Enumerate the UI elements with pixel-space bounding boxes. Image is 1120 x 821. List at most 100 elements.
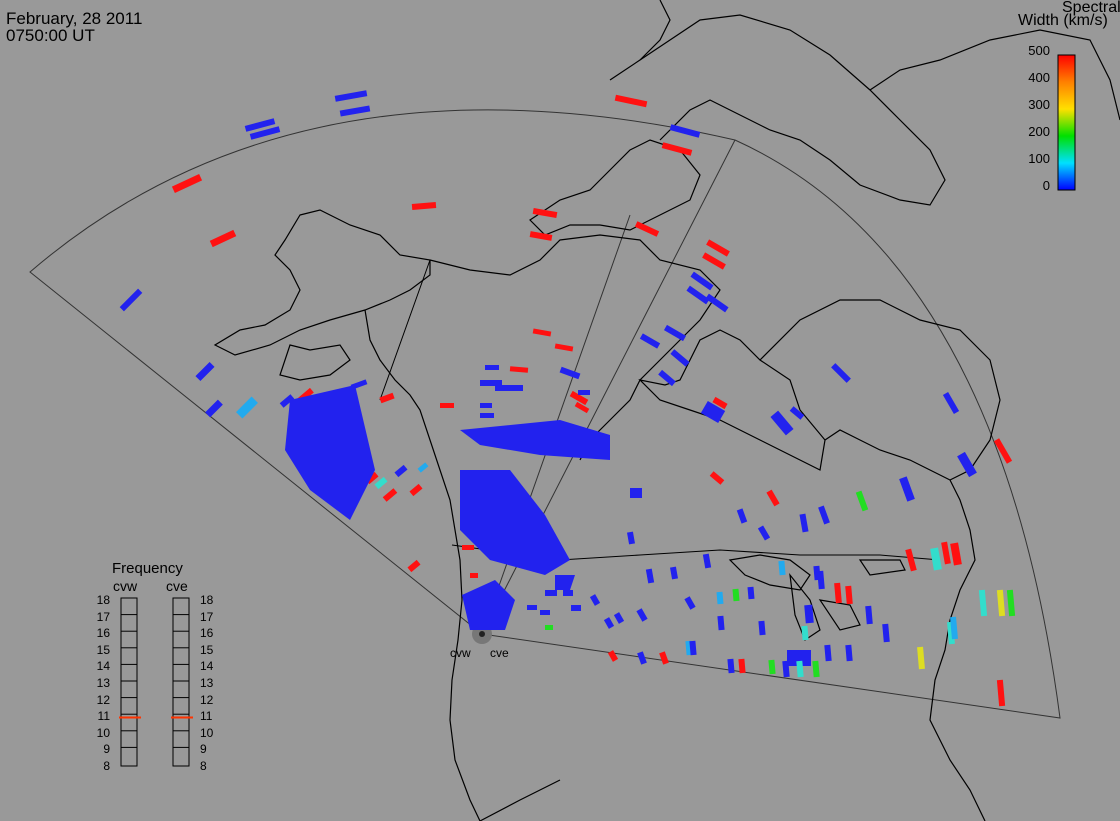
echo-cell [917,646,925,670]
echo-cell [571,605,581,611]
echo-cell [417,462,429,473]
echo-cell [209,229,237,248]
frequency-radar-cve: cve [166,578,188,594]
echo-cell [462,545,474,550]
echo-cell [661,142,693,156]
echo-cell [563,590,573,596]
frequency-level-label: 9 [103,742,110,757]
echo-region [462,580,515,630]
echo-cell [789,406,805,420]
colorbar-title: Spectral [1062,0,1120,16]
echo-cell [690,271,714,291]
echo-cell [686,285,710,305]
echo-cell [529,231,553,241]
echo-cell [770,410,794,436]
echo-cell [941,541,951,565]
echo-cell [732,588,740,602]
echo-cell [709,471,725,485]
frequency-level-label: 16 [200,626,214,641]
echo-cell [532,207,558,219]
echo-cell [485,365,499,370]
echo-cell [603,617,615,629]
echo-cell [717,615,725,631]
echo-cell [865,605,873,625]
echo-cell [279,394,295,408]
echo-cell [658,369,676,387]
echo-cell [613,612,625,624]
echo-cell [804,604,814,624]
echo-cell [545,590,557,596]
echo-cell [1006,589,1016,617]
echo-cell [379,392,395,404]
date-label: February, 28 2011 [6,9,143,28]
frequency-box [172,597,190,767]
frequency-level-label: 8 [103,759,110,773]
echo-cell [659,651,669,665]
frequency-level-label: 14 [200,659,214,674]
echo-cell [627,531,635,545]
echo-cell [738,658,746,674]
echo-cell [727,658,735,674]
frequency-level-label: 18 [200,593,214,607]
echo-cell [663,324,687,342]
echo-cell [634,221,660,237]
echo-cell [824,644,832,662]
echo-cell [480,403,492,408]
echo-cell [684,596,696,610]
echo-cell [702,553,712,569]
frequency-title: Frequency [112,560,183,577]
frequency-level-label: 13 [96,676,110,690]
colorbar-tick: 500 [1028,43,1050,58]
echo-cell [978,589,988,617]
echo-region [460,420,610,460]
echo-cell [195,361,215,382]
echo-cell [578,390,590,395]
echo-cell [574,401,590,414]
echo-cell [614,94,648,108]
echo-cell [747,586,755,600]
echo-cell [480,413,494,418]
echo-cell [630,488,642,498]
frequency-radar-cvw: cvw [113,578,138,594]
echo-cell [705,293,729,313]
echo-region [285,385,375,520]
echo-cell [818,505,830,525]
echo-cell [950,616,958,640]
echo-region [555,575,575,590]
echo-cell [374,476,388,490]
frequency-level-label: 11 [97,709,110,724]
echo-cell [782,660,790,678]
echo-cell [670,349,690,367]
echo-cell [334,90,368,102]
frequency-level-label: 18 [96,593,110,607]
echo-cell [702,252,726,270]
echo-cell [757,525,771,541]
echo-cell [119,288,143,312]
echo-cell [440,403,454,408]
echo-cell [569,390,589,406]
echo-cell [882,623,890,643]
echo-cell [470,573,478,578]
echo-cell [766,489,780,507]
echo-cell [205,399,223,418]
frequency-level-label: 10 [200,725,214,740]
echo-cell [509,366,529,373]
echo-cell [834,582,842,604]
echo-cell [957,451,977,478]
echo-region [460,470,570,575]
echo-cell [996,589,1006,617]
echo-cell [670,566,678,580]
coastlines [213,0,1120,821]
echo-cell [540,610,550,615]
frequency-level-label: 16 [96,626,110,641]
echo-cell [801,625,809,641]
frequency-level-label: 17 [200,609,214,624]
echo-cell [645,568,655,584]
colorbar-tick: 300 [1028,97,1050,112]
echo-cell [407,559,421,573]
echo-cell [812,660,820,678]
frequency-level-label: 8 [200,759,207,773]
echo-cell [700,400,726,424]
